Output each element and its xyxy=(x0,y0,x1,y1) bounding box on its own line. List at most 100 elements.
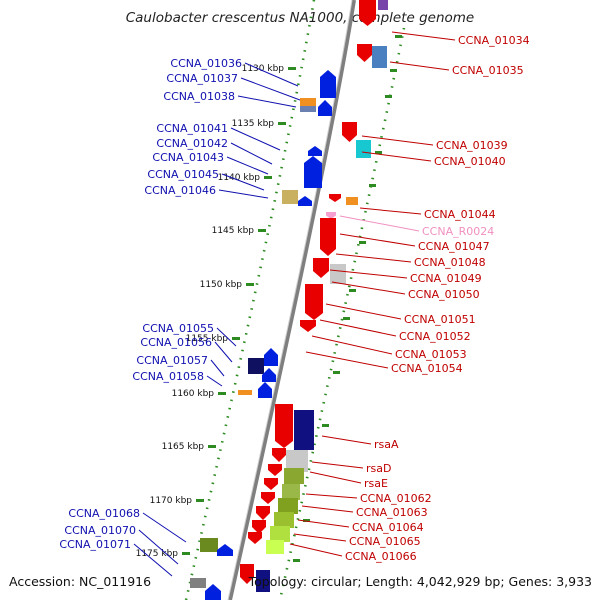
forward-gene-label: CCNA_01042 xyxy=(156,137,228,150)
scale-tick-mark xyxy=(218,392,226,395)
genome-backbone xyxy=(228,0,356,600)
reverse-gene-label: rsaA xyxy=(374,438,399,451)
gene-reverse xyxy=(264,478,278,490)
gene-forward xyxy=(304,156,322,188)
reverse-label-leader xyxy=(297,519,350,528)
forward-label-leader xyxy=(218,189,269,199)
reverse-label-leader xyxy=(331,281,406,295)
scale-tick-label: 1160 kbp xyxy=(172,389,215,399)
reverse-label-leader xyxy=(311,335,393,355)
gene-forward xyxy=(320,70,336,98)
gene-reverse xyxy=(300,320,316,332)
reverse-label-leader xyxy=(339,233,416,247)
reverse-gene-label: CCNA_01052 xyxy=(399,330,471,343)
gene-reverse xyxy=(330,264,346,284)
scale-ticks: 1130 kbp 1135 kbp 1140 kbp 1145 kbp 1150 kbp… xyxy=(136,35,402,562)
reverse-gene-label: CCNA_01034 xyxy=(458,34,530,47)
outer-tick-mark xyxy=(390,69,397,72)
scale-tick-label: 1130 kbp xyxy=(242,64,285,74)
scale-tick-mark xyxy=(246,283,254,286)
gene-reverse xyxy=(252,520,266,534)
gene-reverse xyxy=(372,46,387,68)
forward-label-leader xyxy=(226,156,269,175)
gene-reverse xyxy=(268,464,282,476)
forward-gene-label: CCNA_01055 xyxy=(142,322,214,335)
scale-tick-mark xyxy=(208,445,216,448)
gene-reverse xyxy=(272,448,286,462)
forward-label-leader xyxy=(244,62,299,87)
reverse-label-leader xyxy=(329,269,408,279)
gene-forward xyxy=(217,544,233,556)
gene-forward xyxy=(300,98,316,106)
forward-label-leader xyxy=(210,359,225,377)
gene-reverse xyxy=(378,0,388,10)
reverse-gene-label: rsaD xyxy=(366,462,391,475)
gene-forward xyxy=(298,196,312,206)
gene-reverse xyxy=(320,218,336,256)
reverse-label-leader xyxy=(391,31,456,41)
reverse-gene-label: CCNA_R0024 xyxy=(422,225,494,238)
scale-tick-label: 1150 kbp xyxy=(200,280,243,290)
reverse-gene-label: CCNA_01039 xyxy=(436,139,508,152)
reverse-label-leader xyxy=(339,215,420,232)
gene-forward xyxy=(190,578,206,588)
scale-tick-mark xyxy=(264,176,272,179)
gene-forward xyxy=(300,106,316,112)
gene-reverse xyxy=(284,468,304,484)
outer-tick-ring xyxy=(278,27,406,600)
outer-tick-mark xyxy=(293,559,300,562)
gene-reverse xyxy=(270,526,290,542)
gene-reverse xyxy=(256,506,270,520)
gene-forward xyxy=(258,382,272,398)
gene-labels: CCNA_01036 CCNA_01037 CCNA_01038 CCNA_01041… xyxy=(59,31,530,577)
reverse-gene-label: CCNA_01048 xyxy=(414,256,486,269)
gene-forward xyxy=(282,190,298,204)
reverse-gene-label: CCNA_01050 xyxy=(408,288,480,301)
scale-tick-label: 1145 kbp xyxy=(212,226,255,236)
scale-tick-label: 1155 kbp xyxy=(186,334,229,344)
outer-tick-mark xyxy=(349,289,356,292)
forward-gene-label: CCNA_01058 xyxy=(132,370,204,383)
gene-reverse xyxy=(261,492,275,504)
reverse-label-leader xyxy=(389,61,450,71)
reverse-label-leader xyxy=(309,471,362,484)
scale-tick-mark xyxy=(182,552,190,555)
scale-tick-label: 1140 kbp xyxy=(218,173,261,183)
gene-reverse xyxy=(357,44,372,62)
outer-tick-mark xyxy=(369,184,376,187)
gene-forward xyxy=(205,584,221,600)
gene-forward xyxy=(318,100,332,116)
forward-gene-label: CCNA_01036 xyxy=(170,57,242,70)
reverse-label-leader xyxy=(311,461,364,469)
forward-label-leader xyxy=(230,142,273,165)
gene-reverse xyxy=(275,404,293,448)
reverse-label-leader xyxy=(359,207,422,215)
gene-forward xyxy=(308,146,322,156)
gene-forward xyxy=(248,358,264,374)
gene-reverse xyxy=(342,122,357,142)
reverse-gene-label: CCNA_01040 xyxy=(434,155,506,168)
rna-feature xyxy=(326,212,336,219)
gene-forward xyxy=(200,538,218,552)
gene-reverse xyxy=(274,512,294,528)
reverse-gene-label: CCNA_01051 xyxy=(404,313,476,326)
reverse-gene-label: rsaE xyxy=(364,477,388,490)
accession-text: Accession: NC_011916 xyxy=(9,574,152,589)
scale-tick-label: 1175 kbp xyxy=(136,549,179,559)
reverse-gene-label: CCNA_01064 xyxy=(352,521,424,534)
gene-forward xyxy=(264,348,278,366)
reverse-label-leader xyxy=(305,351,389,369)
forward-label-leader xyxy=(230,127,281,151)
outer-tick-mark xyxy=(395,35,402,38)
gene-reverse xyxy=(240,564,254,584)
forward-label-leader xyxy=(138,529,179,565)
reverse-label-leader xyxy=(361,135,434,146)
reverse-gene-label: CCNA_01053 xyxy=(395,348,467,361)
reverse-label-leader xyxy=(325,303,402,320)
forward-label-leader xyxy=(240,77,301,101)
background-layer xyxy=(184,0,406,600)
reverse-gene-label: CCNA_01049 xyxy=(410,272,482,285)
reverse-gene-label: CCNA_01062 xyxy=(360,492,432,505)
reverse-gene-label: CCNA_01066 xyxy=(345,550,417,563)
